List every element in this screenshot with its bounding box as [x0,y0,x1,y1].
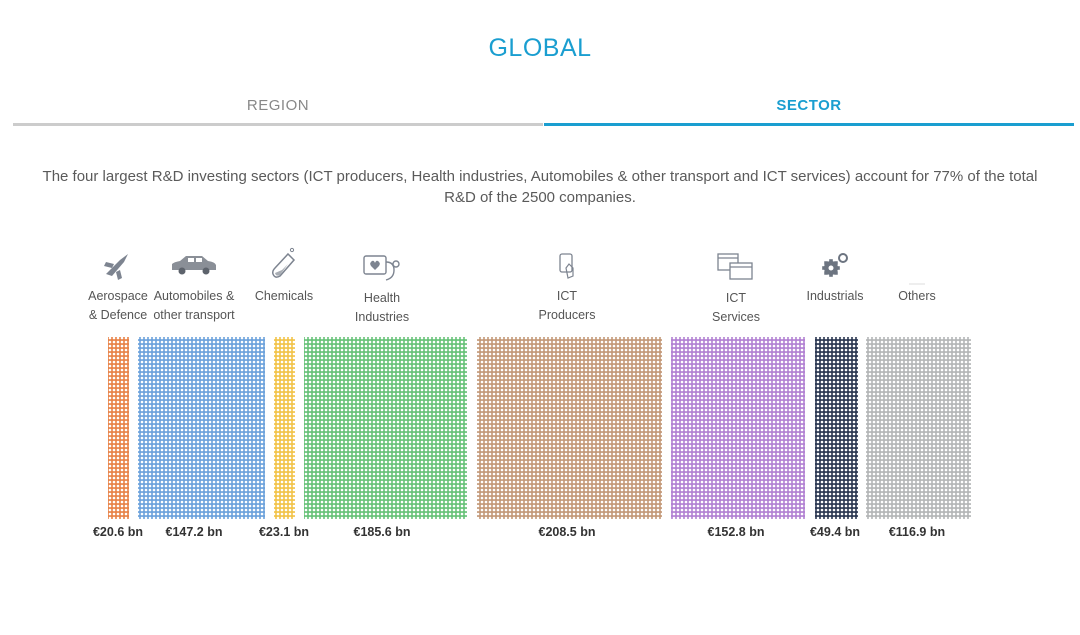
category-label-ict-services: Services [712,310,760,324]
tab-sector[interactable]: SECTOR [544,92,1074,126]
category-label-aerospace-and-defence: & Defence [89,308,147,322]
bar-texture-others [866,337,971,519]
category-label-industrials: Industrials [807,289,864,303]
bar-texture-ict-services [671,337,805,519]
value-label-ict-services: €152.8 bn [708,525,765,539]
category-label-chemicals: Chemicals [255,289,313,303]
category-label-ict-producers: ICT [557,289,578,303]
category-label-others: Others [898,289,936,303]
bar-texture-ict-producers [477,337,662,519]
value-label-industrials: €49.4 bn [810,525,860,539]
category-label-ict-producers: Producers [539,308,596,322]
car-icon [172,256,216,275]
bar-texture-health-industries [304,337,467,519]
airplane-icon [104,254,128,280]
category-label-automobiles-and-other-transport: Automobiles & [154,289,235,303]
value-label-health-industries: €185.6 bn [354,525,411,539]
value-label-others: €116.9 bn [889,525,945,539]
category-label-ict-services: ICT [726,291,747,305]
value-label-aerospace-and-defence: €20.6 bn [93,525,143,539]
tab-region[interactable]: REGION [13,92,543,126]
summary-text: The four largest R&D investing sectors (… [42,168,1038,206]
value-label-ict-producers: €208.5 bn [539,525,596,539]
gears-icon [822,253,848,277]
category-label-aerospace-and-defence: Aerospace [88,289,148,303]
bar-texture-chemicals [274,337,295,519]
value-label-chemicals: €23.1 bn [259,525,309,539]
sector-chart: Aerospace & Defence €20.6 bn Automobiles & o… [88,247,971,539]
category-label-health-industries: Health [364,291,400,305]
bar-texture-aerospace-and-defence [108,337,129,519]
view-tabs: REGION SECTOR [13,92,1074,126]
bar-texture-automobiles-and-other-transport [138,337,265,519]
category-label-automobiles-and-other-transport: other transport [153,308,235,322]
page-title: GLOBAL [488,34,592,62]
heart-monitor-icon [363,255,400,281]
value-label-automobiles-and-other-transport: €147.2 bn [166,525,223,539]
window-stack-icon [717,253,753,280]
test-tube-icon [272,247,296,278]
phone-device-icon [559,253,574,279]
category-label-health-industries: Industries [355,310,409,324]
bar-texture-industrials [815,337,858,519]
